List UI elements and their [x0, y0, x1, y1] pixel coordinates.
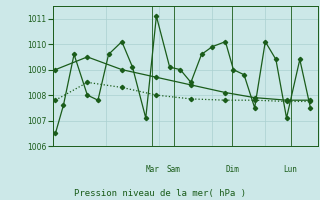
Text: Pression niveau de la mer( hPa ): Pression niveau de la mer( hPa ): [74, 189, 246, 198]
Text: Lun: Lun: [284, 165, 298, 174]
Text: Sam: Sam: [167, 165, 180, 174]
Text: Mar: Mar: [146, 165, 159, 174]
Text: Dim: Dim: [225, 165, 239, 174]
